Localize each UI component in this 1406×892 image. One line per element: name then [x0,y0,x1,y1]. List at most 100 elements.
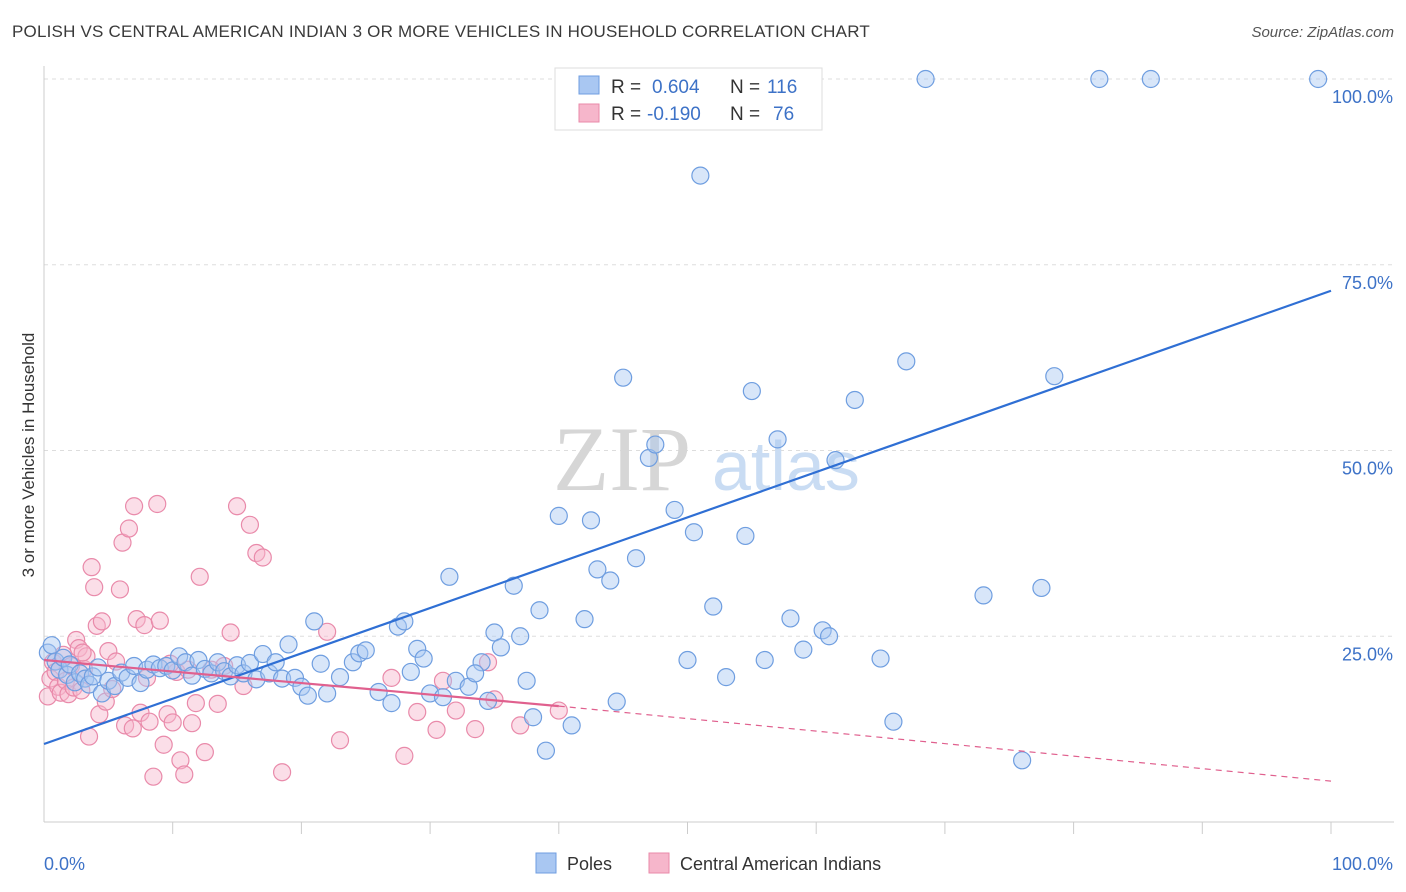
poles-point [974,586,993,605]
poles-point [208,653,227,672]
poles-point [523,708,543,727]
poles-point [1013,751,1032,770]
central-american-point [186,694,205,713]
poles-point [665,500,684,520]
central-american-point [135,616,154,635]
poles-point [755,650,774,670]
poles-point [575,610,594,629]
central-american-point [144,767,163,786]
pink-points [38,494,568,786]
central-american-point [82,558,101,577]
central-american-point [119,519,139,538]
central-american-point [446,701,465,720]
legend-r-value-poles: 0.604 [652,77,700,98]
y-axis-label: 3 or more Vehicles in Household [19,333,38,578]
poles-point [382,694,401,713]
poles-point [343,653,362,672]
legend-r-label-central-american: R = [611,104,641,125]
central-american-point [395,746,414,765]
poles-point [1141,69,1160,89]
legend-r-value-central-american: -0.190 [647,104,701,125]
central-american-point [150,611,169,630]
central-american-point [318,622,337,641]
y-tick-label: 100.0% [1332,87,1393,107]
poles-point [511,627,530,646]
poles-point [781,609,800,628]
poles-point [1090,69,1109,89]
grid-lines [44,78,1394,637]
chart-title: POLISH VS CENTRAL AMERICAN INDIAN 3 OR M… [12,22,870,41]
central-american-point [182,714,202,733]
series-legend-swatch-central-american [648,852,670,874]
poles-point [884,712,903,731]
poles-point [356,641,375,660]
legend-n-label-poles: N = [730,77,760,98]
central-american-trend-extension [558,705,1332,782]
central-american-point [478,653,498,672]
poles-point [395,612,414,631]
poles-point [678,650,697,670]
legend-n-value-poles: 116 [767,77,797,98]
legend-n-value-central-american: 76 [773,104,794,125]
poles-point [684,523,704,542]
poles-point [562,716,581,735]
central-american-point [253,548,272,567]
poles-point [298,686,317,705]
poles-point [871,649,890,668]
poles-point [189,650,208,670]
central-american-point [195,743,214,762]
poles-point [717,668,736,687]
poles-point [491,638,510,657]
series-legend: Poles Central American Indians [535,852,881,874]
poles-point [897,352,916,371]
poles-point [794,640,813,659]
poles-point [472,653,491,672]
watermark-zip: ZIP [553,408,691,510]
poles-point [742,381,761,401]
poles-point [916,69,935,89]
legend-r-label-poles: R = [611,77,641,98]
central-american-point [240,515,260,534]
central-american-point [382,668,401,687]
poles-point [768,430,787,449]
poles-point [607,692,626,711]
poles-point [272,669,292,688]
legend-swatch-central-american [578,103,600,123]
central-american-point [154,735,173,754]
poles-point [330,668,350,687]
series-legend-label-central-american: Central American Indians [680,854,881,874]
poles-point [646,435,665,454]
central-american-point [272,763,292,782]
series-legend-swatch-poles [535,852,557,874]
legend-swatch-poles [578,75,600,95]
poles-point [504,576,523,595]
blue-points [38,69,1328,770]
poles-point [279,635,298,654]
central-american-point [511,716,530,735]
central-american-point [227,497,247,516]
x-tick-label-max: 100.0% [1332,854,1393,874]
x-tick-label-min: 0.0% [44,854,85,874]
central-american-point [427,720,446,739]
poles-point [305,612,324,631]
chart-source: Source: ZipAtlas.com [1251,24,1394,41]
central-american-point [433,671,453,690]
poles-point [626,549,646,568]
central-american-point [92,612,112,631]
y-tick-label: 50.0% [1342,459,1393,479]
legend-n-label-central-american: N = [730,104,760,125]
poles-point [466,664,485,683]
central-american-point [171,751,190,770]
axes: 25.0% 50.0% 75.0% 100.0% [43,66,1394,834]
poles-point [401,662,420,682]
central-american-point [330,731,350,750]
poles-point [253,644,272,664]
poles-point [581,511,601,530]
series-legend-label-poles: Poles [567,854,612,874]
central-american-point [190,567,209,586]
poles-point [1045,367,1064,386]
central-american-point [124,497,144,516]
poles-point [318,684,337,703]
central-american-point [140,712,159,731]
